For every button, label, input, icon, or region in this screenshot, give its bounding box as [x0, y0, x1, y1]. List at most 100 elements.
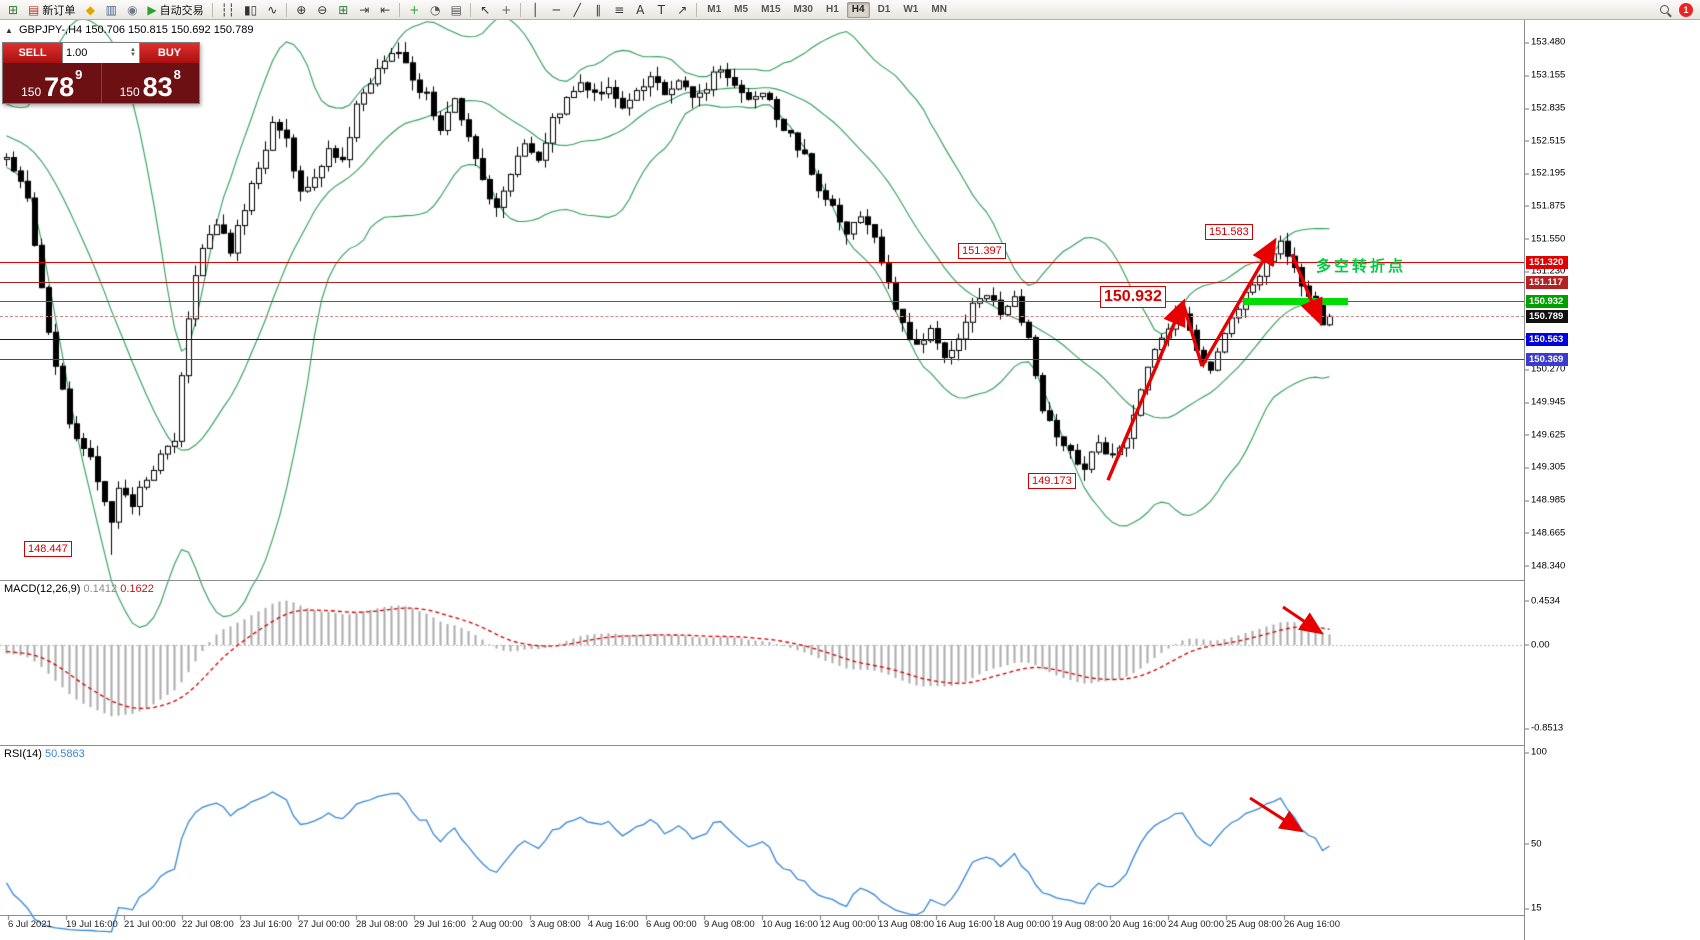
timeframe-h1-button[interactable]: H1 [825, 4, 839, 15]
metaeditor-button[interactable]: ◆ [80, 1, 100, 19]
crosshair-button[interactable]: + [496, 1, 516, 19]
hline-151.117[interactable] [0, 282, 1524, 284]
macd-main-value: 0.1412 [83, 583, 118, 595]
time-axis-label: 19 Aug 08:00 [1052, 919, 1108, 930]
price-annotation-151.583[interactable]: 151.583 [1205, 223, 1253, 240]
candlestick-chart-button[interactable]: ▮▯ [240, 1, 261, 19]
time-axis-label: 9 Aug 08:00 [704, 919, 755, 930]
line-chart-button[interactable]: ∿ [262, 1, 282, 19]
new-order-button[interactable]: ▤ 新订单 [24, 1, 79, 19]
text-icon: A [636, 2, 645, 17]
sell-price[interactable]: 150 78 9 [3, 63, 101, 103]
rsi-title: RSI(14) [4, 748, 42, 760]
data-window-icon: ◉ [127, 2, 138, 17]
trend-note-text[interactable]: 多空转折点 [1316, 258, 1407, 276]
time-axis-label: 6 Jul 2021 [8, 919, 52, 930]
sell-button[interactable]: SELL [3, 43, 62, 63]
time-axis[interactable]: 6 Jul 2021 19 Jul 16:00 21 Jul 00:00 22 Jul… [0, 916, 1524, 940]
price-annotation-148.447[interactable]: 148.447 [24, 541, 72, 558]
price-scale-tick: 153.480 [1524, 36, 1566, 48]
buy-button[interactable]: BUY [140, 43, 199, 63]
periods-button[interactable]: ◔ [425, 1, 445, 19]
text-button[interactable]: A [630, 1, 650, 19]
data-window-button[interactable]: ◉ [122, 1, 142, 19]
toolbar-separator [286, 2, 288, 17]
toolbar-separator [211, 2, 213, 17]
time-axis-label: 12 Aug 00:00 [820, 919, 876, 930]
zoom-out-button[interactable]: ⊖ [312, 1, 332, 19]
trendline-button[interactable]: ╱ [567, 1, 587, 19]
collapse-icon[interactable]: ▲ [5, 26, 13, 35]
panel-separator-macd [0, 580, 1700, 581]
time-axis-label: 3 Aug 08:00 [530, 919, 581, 930]
timeframe-m5-button[interactable]: M5 [734, 4, 749, 15]
indicators-button[interactable]: + [404, 1, 424, 19]
timeframe-h4-button[interactable]: H4 [846, 1, 870, 18]
price-scale-tick: 151.230 [1524, 265, 1566, 277]
time-axis-label: 18 Aug 00:00 [994, 919, 1050, 930]
zoom-in-button[interactable]: ⊕ [291, 1, 311, 19]
price-annotation-150.932[interactable]: 150.932 [1100, 285, 1166, 308]
channel-button[interactable]: ∥ [588, 1, 608, 19]
volume-spinner[interactable]: ▲ ▼ [130, 47, 136, 58]
price-scale-tick: 151.875 [1524, 200, 1566, 212]
timeframe-w1-button[interactable]: W1 [903, 4, 919, 15]
price-scale-tick: 151.550 [1524, 233, 1566, 245]
chart-shift-button[interactable]: ⇤ [375, 1, 395, 19]
price-scale[interactable]: 151.320 151.117 150.932 150.563 150.369 150.7… [1524, 0, 1700, 940]
time-axis-label: 13 Aug 08:00 [878, 919, 934, 930]
timeframe-m30-button[interactable]: M30 [793, 4, 813, 15]
rsi-scale-tick: 50 [1525, 838, 1542, 850]
buy-price[interactable]: 150 83 8 [100, 63, 200, 103]
hline-150.932[interactable] [0, 301, 1524, 303]
time-axis-label: 21 Jul 00:00 [124, 919, 176, 930]
rsi-value: 50.5863 [44, 748, 85, 760]
support-zone-bar[interactable] [1243, 298, 1348, 306]
volume-value: 1.00 [66, 47, 88, 59]
search-button[interactable] [1654, 1, 1674, 19]
bid-price-line [0, 316, 1524, 318]
bar-chart-icon: ┆┆ [220, 2, 236, 17]
buy-price-pip: 8 [173, 67, 181, 82]
price-scale-tick: 148.665 [1524, 527, 1566, 539]
timeframe-mn-button[interactable]: MN [931, 4, 947, 15]
bar-chart-button[interactable]: ┆┆ [217, 1, 239, 19]
templates-button[interactable]: ▤ [446, 1, 466, 19]
autotrading-icon: ▶ [147, 2, 157, 17]
time-axis-label: 26 Aug 16:00 [1284, 919, 1340, 930]
text-label-button[interactable]: T [651, 1, 671, 19]
hline-150.369[interactable] [0, 358, 1524, 360]
tile-windows-button[interactable]: ⊞ [333, 1, 353, 19]
price-scale-tick: 149.305 [1524, 461, 1566, 473]
market-watch-button[interactable]: ▥ [101, 1, 121, 19]
line-chart-icon: ∿ [267, 2, 278, 17]
notification-badge[interactable]: 1 [1679, 2, 1693, 17]
price-annotation-151.397[interactable]: 151.397 [958, 243, 1006, 260]
macd-label: MACD(12,26,9) 0.1412 0.1622 [4, 583, 154, 595]
timeframe-m1-button[interactable]: M1 [707, 4, 722, 15]
hline-151.320[interactable] [0, 261, 1524, 263]
macd-scale-tick: 0.4534 [1524, 595, 1561, 607]
price-scale-tick: 152.835 [1524, 102, 1566, 114]
timeframe-m15-button[interactable]: M15 [761, 4, 781, 15]
price-scale-tick: 148.340 [1524, 560, 1566, 572]
auto-scroll-icon: ⇥ [359, 2, 370, 17]
hline-150.563[interactable] [0, 338, 1524, 340]
toolbar-separator [399, 2, 401, 17]
arrows-tool-button[interactable]: ↗ [672, 1, 692, 19]
new-chart-button[interactable]: ⊞ [3, 1, 23, 19]
bid-price-tag: 150.789 [1526, 309, 1568, 323]
horizontal-line-button[interactable]: ─ [546, 1, 566, 19]
vertical-line-button[interactable]: │ [525, 1, 545, 19]
fibonacci-button[interactable]: ≡ [609, 1, 629, 19]
auto-scroll-button[interactable]: ⇥ [354, 1, 374, 19]
cursor-button[interactable]: ↖ [475, 1, 495, 19]
zoom-out-icon: ⊖ [317, 2, 328, 17]
channel-icon: ∥ [595, 2, 602, 17]
volume-input[interactable]: 1.00 ▲ ▼ [62, 43, 140, 63]
toolbar-separator [520, 2, 522, 17]
chart-canvas[interactable] [0, 0, 1524, 940]
timeframe-d1-button[interactable]: D1 [877, 4, 891, 15]
price-annotation-149.173[interactable]: 149.173 [1028, 473, 1076, 490]
autotrading-button[interactable]: ▶ 自动交易 [143, 1, 207, 19]
